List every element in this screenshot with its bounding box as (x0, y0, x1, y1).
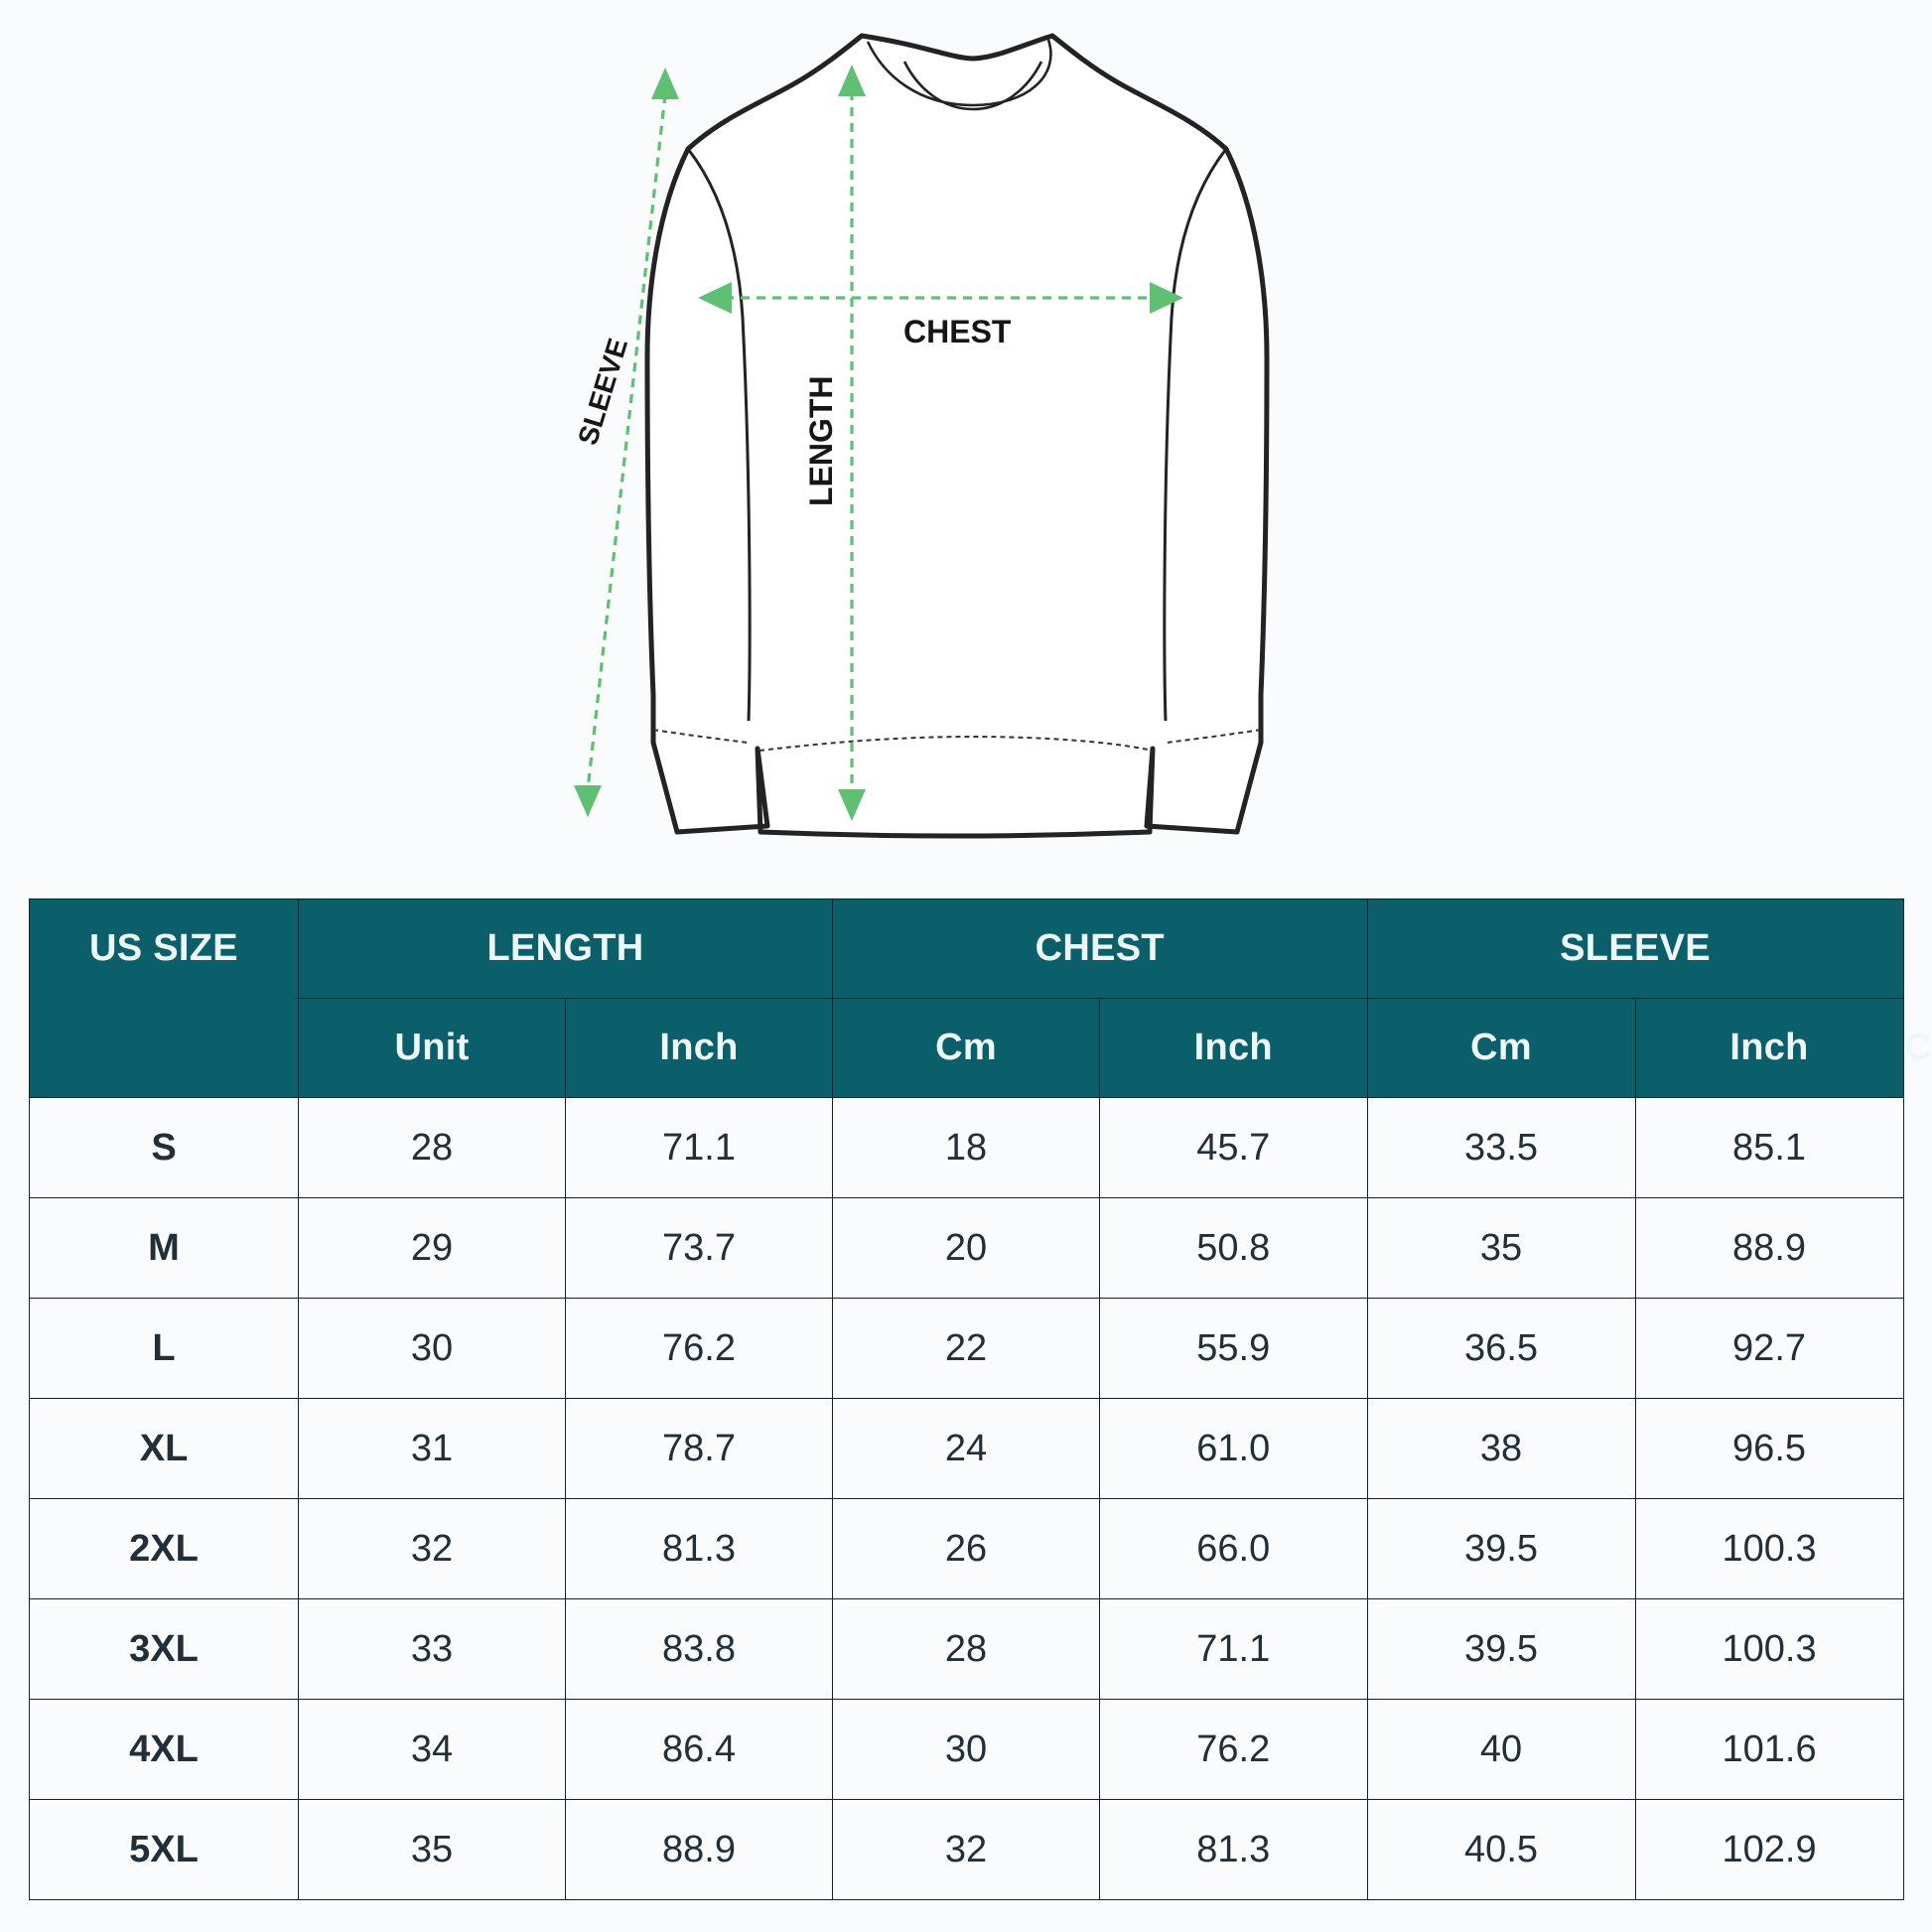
svg-text:LENGTH: LENGTH (803, 375, 839, 506)
svg-text:CHEST: CHEST (903, 314, 1012, 349)
svg-text:SLEEVE: SLEEVE (572, 335, 633, 449)
